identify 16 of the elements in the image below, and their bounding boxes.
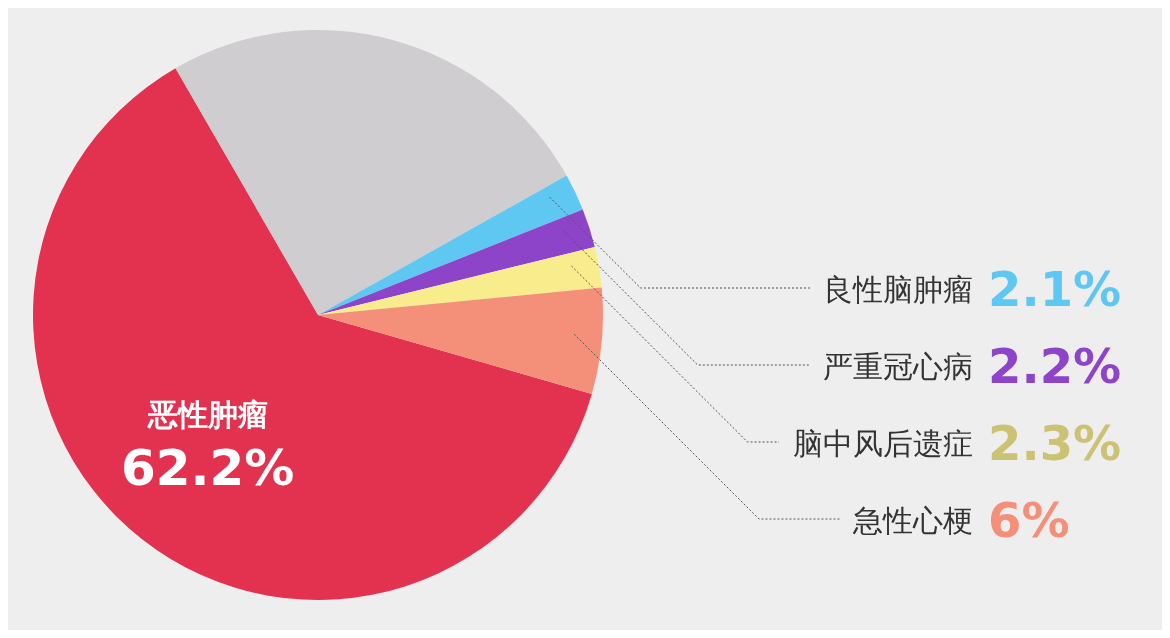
pie-slice bbox=[318, 287, 603, 394]
data-label: 6% bbox=[988, 492, 1070, 548]
pie-slice bbox=[318, 175, 583, 315]
pie-slice bbox=[318, 247, 602, 315]
data-label: 2.2% bbox=[988, 338, 1122, 394]
slice-label: 良性脑肿瘤 bbox=[823, 272, 973, 307]
pie-slice bbox=[175, 30, 567, 315]
data-label: 2.3% bbox=[988, 415, 1122, 471]
slice-label: 严重冠心病 bbox=[823, 349, 973, 384]
pie-slice bbox=[318, 209, 595, 315]
pie-slice bbox=[33, 68, 592, 600]
slice-label: 恶性肿瘤 bbox=[146, 396, 268, 432]
data-label: 62.2% bbox=[120, 438, 295, 497]
slice-label: 脑中风后遗症 bbox=[793, 426, 973, 461]
data-label: 2.1% bbox=[988, 261, 1122, 317]
slice-label: 急性心梗 bbox=[852, 503, 973, 538]
